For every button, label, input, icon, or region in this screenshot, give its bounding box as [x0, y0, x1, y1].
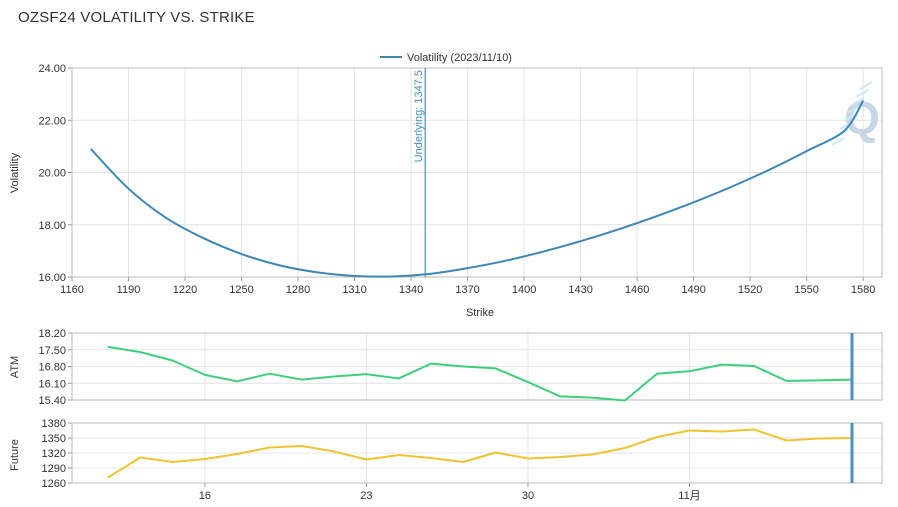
x-tick-label: 1310	[342, 284, 366, 296]
future-line	[107, 428, 852, 479]
watermark-stripe	[843, 113, 857, 122]
underlying-label: Underlying: 1347.5	[413, 70, 425, 162]
y-tick-label: 1290	[42, 463, 66, 475]
x-tick-label: 1340	[399, 284, 423, 296]
x-tick-label: 30	[522, 490, 534, 502]
watermark-stripe	[855, 89, 869, 98]
atm-chart[interactable]: 15.40 16.10 16.80 17.50 18.20 ATM	[0, 325, 898, 405]
atm-axes: 15.40 16.10 16.80 17.50 18.20	[38, 328, 883, 405]
x-tick-label: 1400	[512, 284, 536, 296]
future-y-axis-label: Future	[9, 439, 21, 471]
y-tick-label: 1380	[42, 418, 66, 430]
plot-frame	[71, 422, 883, 484]
y-tick-label: 16.00	[38, 272, 66, 284]
x-tick-label: 1490	[681, 284, 705, 296]
volatility-line	[90, 100, 865, 278]
x-tick-label: 1250	[229, 284, 253, 296]
y-tick-label: 16.10	[38, 378, 66, 390]
volatility-legend[interactable]: Volatility (2023/11/10)	[380, 52, 512, 64]
x-tick-label: 1460	[625, 284, 649, 296]
watermark-stripe	[831, 137, 845, 146]
legend-label: Volatility (2023/11/10)	[407, 52, 512, 64]
future-series	[107, 423, 854, 483]
y-tick-label: 17.50	[38, 345, 66, 357]
x-tick-label: 1220	[173, 284, 197, 296]
x-tick-label: 1520	[738, 284, 762, 296]
underlying-annotation: Underlying: 1347.5	[413, 68, 426, 277]
x-tick-label: 16	[199, 490, 211, 502]
x-tick-label: 1370	[455, 284, 479, 296]
plot-frame	[71, 67, 883, 278]
y-axis-label: Volatility	[9, 152, 21, 193]
x-tick-label: 1190	[117, 284, 141, 296]
x-tick-label: 1280	[286, 284, 310, 296]
y-tick-label: 15.40	[38, 395, 66, 405]
atm-y-axis-label: ATM	[9, 356, 21, 378]
volatility-grid	[71, 67, 882, 278]
y-tick-label: 16.80	[38, 362, 66, 374]
atm-line	[107, 345, 852, 402]
volatility-series	[90, 100, 865, 278]
future-chart[interactable]: 16 23 30 11月 1260 1290 1320 1350 1380 Future	[0, 405, 898, 507]
x-tick-label: 23	[360, 490, 372, 502]
watermark-stripe	[847, 105, 861, 114]
plot-frame	[71, 332, 883, 401]
y-tick-label: 1260	[42, 478, 66, 490]
y-tick-label: 24.00	[38, 63, 66, 75]
future-axes: 16 23 30 11月 1260 1290 1320 1350 1380	[42, 418, 883, 502]
x-tick-label: 1430	[568, 284, 592, 296]
watermark-stripe	[859, 81, 873, 90]
x-axis-label: Strike	[466, 307, 494, 319]
volatility-chart[interactable]: 1160 1190 1220 1250 1280 1310 1340 1370 1400 1430…	[0, 0, 898, 325]
page-title: OZSF24 VOLATILITY VS. STRIKE	[18, 9, 255, 26]
y-tick-label: 1350	[42, 433, 66, 445]
x-tick-label: 1580	[851, 284, 875, 296]
x-tick-label: 11月	[678, 490, 700, 502]
y-tick-label: 20.00	[38, 168, 66, 180]
watermark-stripe	[851, 97, 865, 106]
y-tick-label: 1320	[42, 448, 66, 460]
x-tick-label: 1550	[794, 284, 818, 296]
volatility-axes: 1160 1190 1220 1250 1280 1310 1340 1370 1400 1430…	[38, 63, 883, 296]
x-tick-label: 1160	[60, 284, 84, 296]
y-tick-label: 18.20	[38, 328, 66, 340]
y-tick-label: 22.00	[38, 115, 66, 127]
atm-series	[107, 333, 854, 402]
y-tick-label: 18.00	[38, 220, 66, 232]
watermark-q-logo: Q	[831, 81, 880, 146]
